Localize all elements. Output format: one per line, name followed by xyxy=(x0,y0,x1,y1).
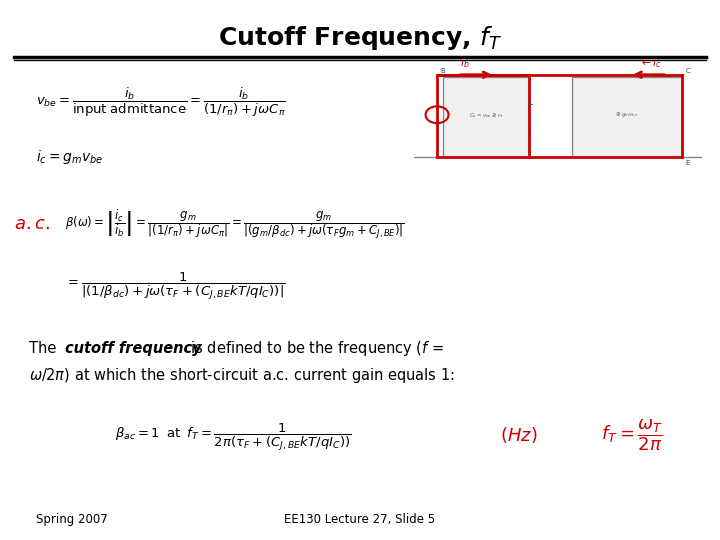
Text: $\leftarrow i_c$: $\leftarrow i_c$ xyxy=(639,56,662,70)
Text: cutoff frequency: cutoff frequency xyxy=(65,341,202,356)
Text: $v_{be} = \dfrac{i_b}{\mathrm{input\;admittance}} = \dfrac{i_b}{(1/r_{\pi})+j\om: $v_{be} = \dfrac{i_b}{\mathrm{input\;adm… xyxy=(36,86,286,119)
Bar xyxy=(443,77,529,157)
Text: Cutoff Frequency, $f_T$: Cutoff Frequency, $f_T$ xyxy=(217,24,503,52)
Text: $i_c = g_m v_{be}$: $i_c = g_m v_{be}$ xyxy=(36,147,103,166)
Bar xyxy=(572,77,682,157)
Text: $\omega/2\pi$) at which the short-circuit a.c. current gain equals 1:: $\omega/2\pi$) at which the short-circui… xyxy=(29,366,454,385)
Text: +: + xyxy=(526,100,533,109)
Text: $\oplus\; g_m v_{be}$: $\oplus\; g_m v_{be}$ xyxy=(616,110,639,119)
Text: $\beta(\omega) = \left|\dfrac{i_c}{i_b}\right| = \dfrac{g_m}{|(1/r_{\pi})+j\omeg: $\beta(\omega) = \left|\dfrac{i_c}{i_b}\… xyxy=(65,207,405,241)
Text: $C_{\pi}=v_{be}\gtrless r_{\pi}$: $C_{\pi}=v_{be}\gtrless r_{\pi}$ xyxy=(469,110,503,120)
Text: B: B xyxy=(441,68,445,73)
Text: C: C xyxy=(685,68,690,73)
Text: Spring 2007: Spring 2007 xyxy=(36,514,108,526)
Text: is defined to be the frequency ($f$ =: is defined to be the frequency ($f$ = xyxy=(186,339,444,358)
Text: EE130 Lecture 27, Slide 5: EE130 Lecture 27, Slide 5 xyxy=(284,514,436,526)
Text: $(Hz)$: $(Hz)$ xyxy=(500,424,538,445)
Text: $a.c.$: $a.c.$ xyxy=(14,215,50,233)
Text: $f_T=\dfrac{\omega_T}{2\pi}$: $f_T=\dfrac{\omega_T}{2\pi}$ xyxy=(601,417,663,453)
Text: $\beta_{ac} = 1\;\;\mathrm{at}\;\; f_T = \dfrac{1}{2\pi(\tau_F + (C_{J,BE}kT/qI_: $\beta_{ac} = 1\;\;\mathrm{at}\;\; f_T =… xyxy=(115,422,352,453)
Text: E: E xyxy=(685,160,690,166)
Text: -: - xyxy=(528,125,531,134)
Text: $i_b$: $i_b$ xyxy=(460,56,469,70)
Text: $= \dfrac{1}{|(1/\beta_{dc})+j\omega(\tau_{F}+(C_{J,BE}kT/qI_C))|}$: $= \dfrac{1}{|(1/\beta_{dc})+j\omega(\ta… xyxy=(65,271,285,302)
Text: The: The xyxy=(29,341,60,356)
